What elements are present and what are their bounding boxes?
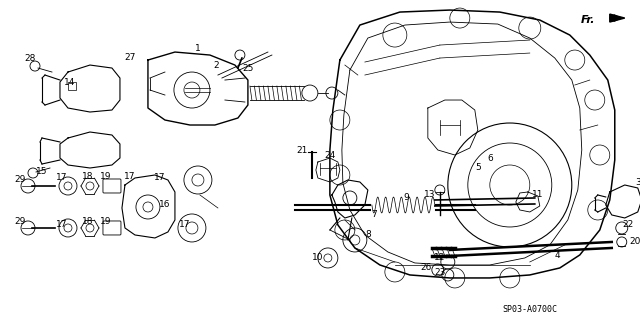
Text: 17: 17 — [56, 174, 68, 182]
Polygon shape — [610, 14, 625, 22]
Text: SP03-A0700C: SP03-A0700C — [502, 306, 557, 315]
Text: 5: 5 — [475, 164, 481, 173]
Text: 18: 18 — [82, 218, 93, 226]
Text: 19: 19 — [100, 173, 112, 182]
Text: 21: 21 — [296, 145, 308, 154]
Text: 19: 19 — [100, 218, 112, 226]
Text: 17: 17 — [179, 220, 191, 229]
Text: 22: 22 — [622, 220, 634, 229]
Text: 15: 15 — [36, 167, 48, 176]
Text: 3: 3 — [635, 179, 640, 188]
Text: 9: 9 — [403, 194, 409, 203]
Text: 20: 20 — [629, 237, 640, 247]
Text: Fr.: Fr. — [580, 15, 595, 25]
Text: 16: 16 — [159, 200, 171, 210]
Text: 27: 27 — [124, 53, 136, 62]
Bar — [68, 82, 76, 90]
Text: 2: 2 — [213, 61, 219, 70]
Text: 17: 17 — [154, 174, 166, 182]
Text: 29: 29 — [14, 218, 26, 226]
Text: 17: 17 — [56, 220, 68, 229]
Text: 28: 28 — [24, 54, 36, 63]
Text: 24: 24 — [324, 151, 335, 160]
Text: 1: 1 — [195, 43, 201, 53]
Text: 7: 7 — [371, 211, 377, 219]
Text: 23: 23 — [434, 269, 445, 278]
Text: 13: 13 — [424, 190, 436, 199]
Text: 29: 29 — [14, 175, 26, 184]
Text: 10: 10 — [312, 254, 324, 263]
Text: 12: 12 — [434, 254, 445, 263]
Text: 6: 6 — [487, 153, 493, 162]
Text: 25: 25 — [242, 63, 253, 72]
Text: 14: 14 — [64, 78, 76, 86]
Text: 26: 26 — [420, 263, 431, 272]
Text: 17: 17 — [124, 173, 136, 182]
Text: 11: 11 — [532, 190, 543, 199]
Text: 8: 8 — [365, 230, 371, 240]
Text: 4: 4 — [555, 251, 561, 261]
Text: 18: 18 — [82, 173, 93, 182]
